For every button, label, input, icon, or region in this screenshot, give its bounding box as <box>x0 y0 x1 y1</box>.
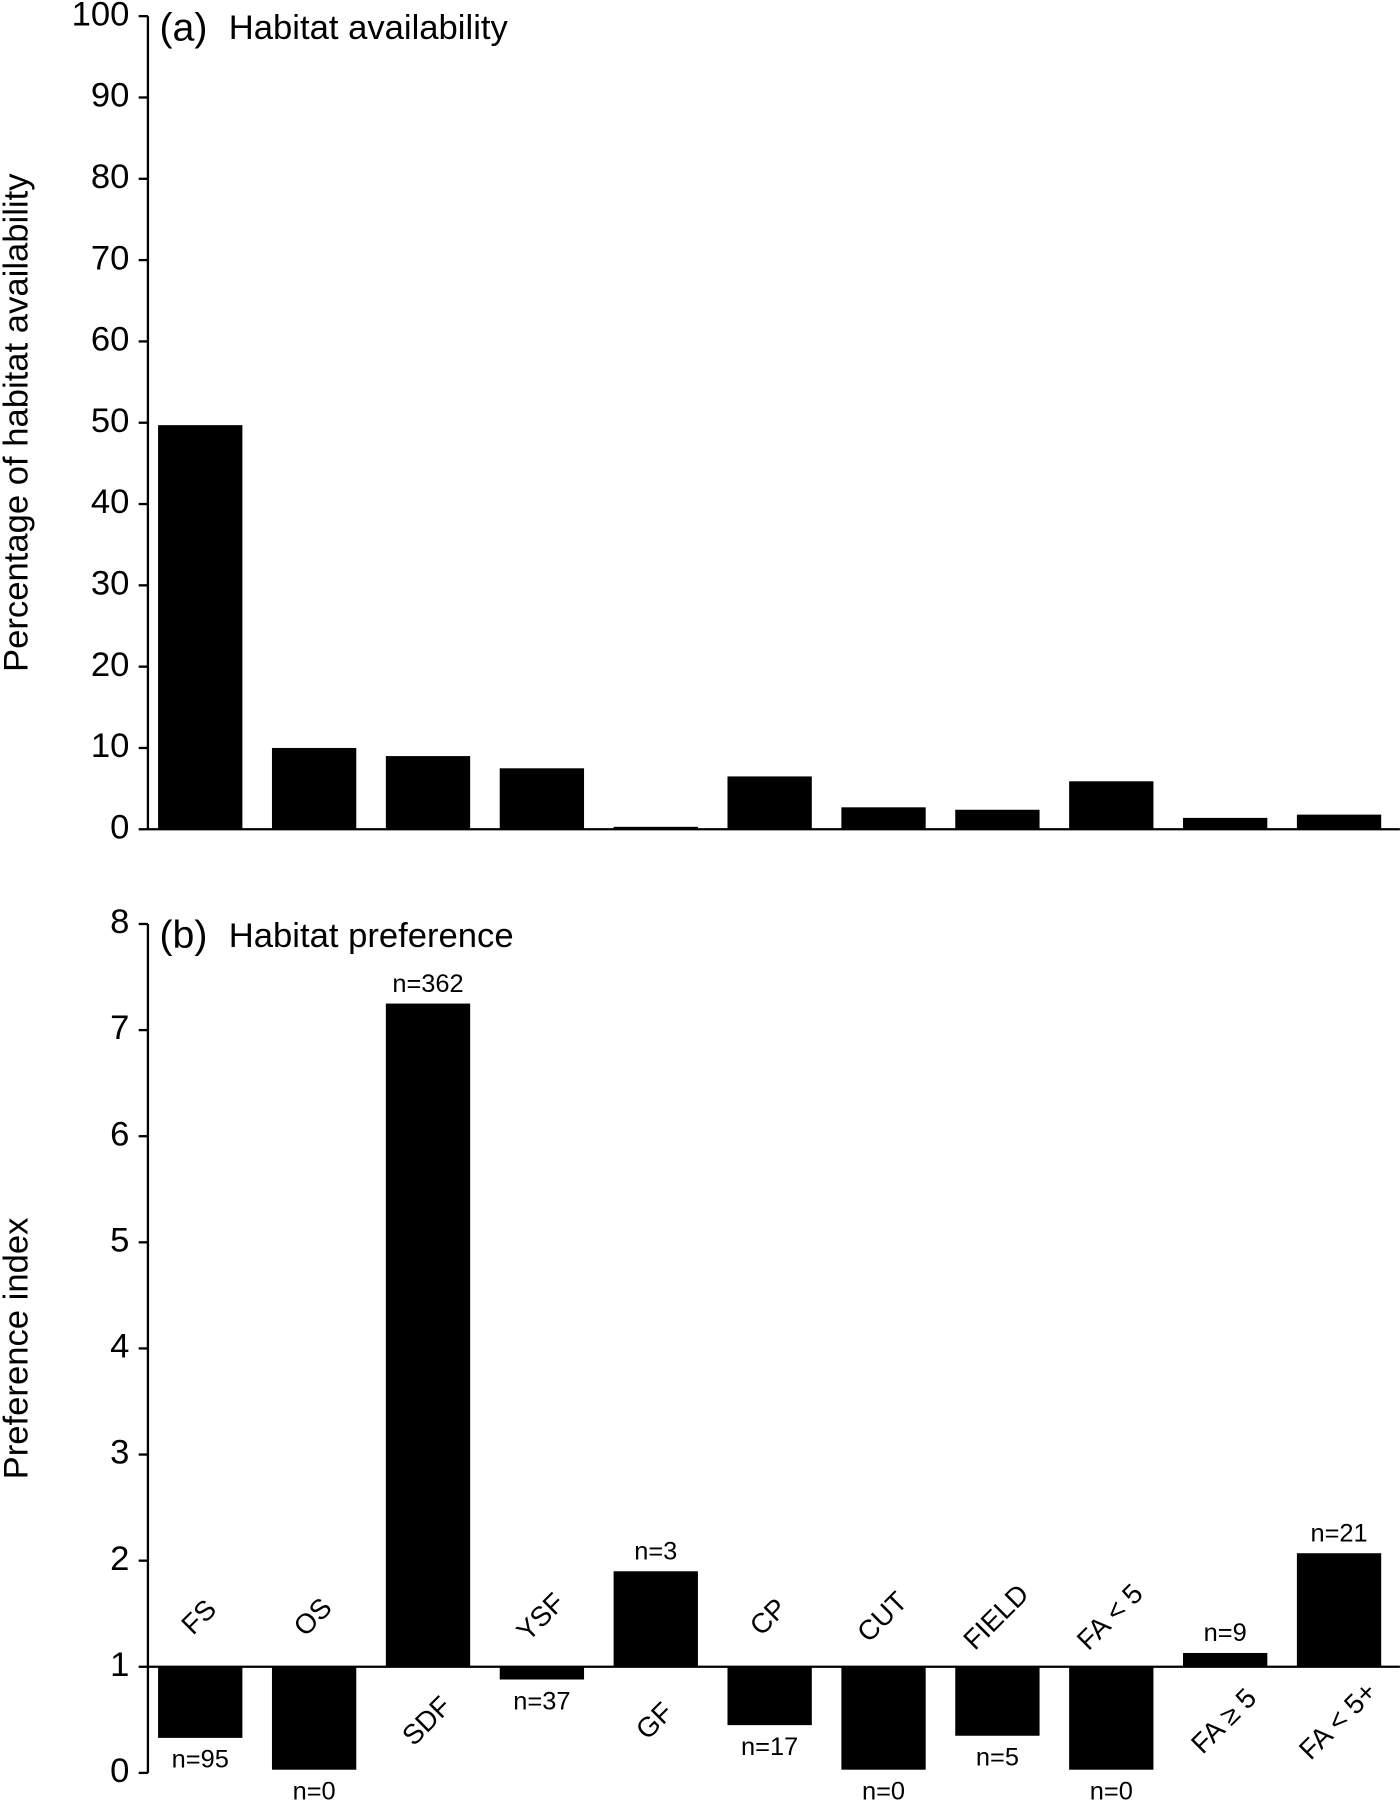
bar <box>271 747 357 830</box>
bar-annotation: n=17 <box>741 1733 798 1761</box>
bar-annotation: n=95 <box>172 1746 229 1774</box>
bar-annotation: n=9 <box>1204 1619 1247 1647</box>
bar <box>1183 817 1268 830</box>
bar <box>499 768 585 830</box>
y-tick-label: 0 <box>110 1752 129 1790</box>
y-tick-label: 1 <box>110 1646 129 1684</box>
y-tick-label: 90 <box>91 77 130 115</box>
x-tick-label: FS <box>175 1593 222 1640</box>
y-tick-label: 8 <box>110 903 129 941</box>
chart-title: Habitat availability <box>229 9 509 47</box>
bar <box>841 1666 926 1770</box>
x-tick-label: OS <box>287 1592 337 1642</box>
bar-annotation: n=3 <box>634 1537 677 1565</box>
x-tick-label: CP <box>744 1592 793 1641</box>
bar <box>271 1666 357 1770</box>
x-tick-label: FA < 5 <box>1071 1578 1149 1656</box>
y-tick-label: 70 <box>91 239 130 277</box>
y-tick-label: 40 <box>91 483 130 521</box>
y-tick-label: 80 <box>91 158 130 196</box>
bar-annotation: n=0 <box>862 1778 905 1806</box>
bar <box>955 809 1040 830</box>
y-tick-label: 50 <box>91 402 130 440</box>
bar-annotation: n=5 <box>976 1744 1019 1772</box>
bar-annotation: n=37 <box>513 1687 570 1715</box>
panel-label: (a) <box>159 5 207 49</box>
bar <box>1296 1553 1382 1667</box>
bar <box>613 1571 698 1667</box>
bar <box>1296 814 1382 830</box>
bar <box>385 1003 471 1667</box>
y-tick-label: 4 <box>110 1328 129 1366</box>
bar <box>158 1666 243 1738</box>
bar-annotation: n=0 <box>1090 1778 1133 1806</box>
y-tick-label: 60 <box>91 321 130 359</box>
x-tick-label: FIELD <box>957 1578 1034 1655</box>
bar <box>727 1666 812 1726</box>
y-tick-label: 100 <box>72 0 130 33</box>
bar <box>613 826 698 830</box>
bar <box>158 425 243 830</box>
y-tick-label: 20 <box>91 646 130 684</box>
x-tick-label: SDF <box>396 1690 457 1751</box>
y-axis-title: Percentage of habitat availability <box>0 173 36 672</box>
x-tick-label: GF <box>630 1696 679 1745</box>
y-tick-label: 5 <box>110 1221 129 1259</box>
x-tick-label: CUT <box>851 1586 913 1648</box>
x-tick-label: FA < 5+ <box>1293 1676 1382 1765</box>
bar-annotation: n=362 <box>392 970 463 998</box>
y-tick-label: 0 <box>110 808 129 846</box>
y-axis-title: Preference index <box>0 1218 36 1480</box>
y-tick-label: 6 <box>110 1115 129 1153</box>
bar <box>841 807 926 830</box>
bar <box>1183 1652 1268 1667</box>
bar-annotation: n=0 <box>293 1778 336 1806</box>
x-tick-label: YSF <box>510 1587 570 1647</box>
bar <box>727 776 812 830</box>
y-tick-label: 10 <box>91 727 130 765</box>
bar-annotation: n=21 <box>1310 1519 1367 1547</box>
bar <box>499 1666 585 1680</box>
bar <box>1069 781 1154 830</box>
x-tick-label: FA ≥ 5 <box>1185 1682 1262 1759</box>
chart-title: Habitat preference <box>229 917 514 955</box>
y-tick-label: 3 <box>110 1434 129 1472</box>
panel-label: (b) <box>159 913 207 957</box>
bar <box>1069 1666 1154 1770</box>
bar <box>955 1666 1040 1736</box>
y-tick-label: 30 <box>91 564 130 602</box>
y-tick-label: 7 <box>110 1009 129 1047</box>
y-tick-label: 2 <box>110 1540 129 1578</box>
bar <box>385 756 471 830</box>
